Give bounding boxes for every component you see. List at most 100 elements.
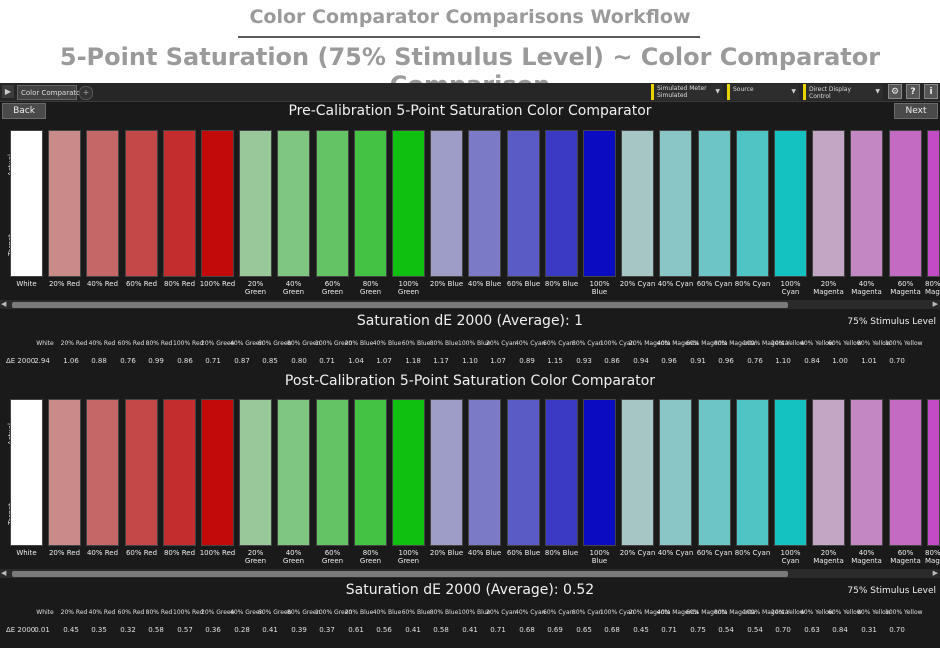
de-column-header: 80% Red (145, 609, 173, 616)
color-patch (48, 399, 81, 546)
meter-dropdown-label: Simulated Meter Simulated (657, 85, 707, 99)
de-column-header: 80% Magenta (714, 340, 756, 347)
scroll-right-icon[interactable]: ▶ (932, 569, 938, 577)
de-value: 0.71 (490, 626, 506, 634)
de-column-header: 100% Cyan (600, 609, 635, 616)
de-value: 0.96 (661, 357, 677, 365)
de-value: 0.39 (291, 626, 307, 634)
color-patch (201, 399, 234, 546)
next-button[interactable]: Next (894, 103, 938, 119)
de-column-header: 20% Cyan (486, 609, 517, 616)
de-column-header: 80% Yellow (857, 609, 891, 616)
de-value: 0.70 (889, 626, 905, 634)
de-column-header: 100% Magenta (743, 609, 789, 616)
add-tab-icon[interactable]: + (79, 86, 93, 100)
patch-label: 40% Green (282, 549, 305, 565)
color-patch (239, 130, 272, 277)
de-value: 0.84 (832, 626, 848, 634)
de-column-header: 60% Blue (401, 340, 431, 347)
settings-gear-icon[interactable]: ⚙ (888, 84, 902, 99)
chevron-down-icon: ▼ (791, 88, 796, 95)
scroll-left-icon[interactable]: ◀ (1, 569, 7, 577)
de-value: 0.86 (604, 357, 620, 365)
scroll-right-icon[interactable]: ▶ (932, 300, 938, 308)
color-patch (659, 399, 692, 546)
post-calibration-title: Post-Calibration 5-Point Saturation Colo… (284, 373, 656, 389)
patch-label: 60% Green (321, 280, 344, 296)
de-value: 0.88 (91, 357, 107, 365)
patch-label: White (16, 280, 37, 288)
de-value: 0.84 (804, 357, 820, 365)
color-patch (583, 130, 616, 277)
de-column-header: 80% Blue (429, 609, 459, 616)
patch-label: 80% Blue (544, 280, 579, 288)
pre-de-table: ΔE 2000 White 2.94 20% Red 1.06 40% Red 0.88 6… (0, 336, 940, 370)
back-button[interactable]: Back (2, 103, 46, 119)
de-value: 0.61 (348, 626, 364, 634)
de-column-header: 20% Blue (344, 340, 374, 347)
color-patch (774, 130, 807, 277)
patch-label: 60% Cyan (696, 280, 733, 288)
patch-label: 100% Blue (589, 280, 610, 296)
target-label: Target (0, 210, 15, 280)
de-value: 2.94 (34, 357, 50, 365)
de-value: 0.76 (747, 357, 763, 365)
post-horizontal-scrollbar[interactable]: ◀ ▶ (0, 569, 940, 578)
de-column-header: 40% Yellow (800, 340, 834, 347)
de-value: 0.91 (690, 357, 706, 365)
display-dropdown[interactable]: Direct Display Control ▼ (803, 84, 883, 100)
scroll-left-icon[interactable]: ◀ (1, 300, 7, 308)
de-column-header: 40% Cyan (515, 340, 546, 347)
de-column-header: White (36, 340, 54, 347)
de-value: 0.54 (718, 626, 734, 634)
de-value: 1.04 (348, 357, 364, 365)
color-patch (468, 399, 501, 546)
color-patch (125, 130, 158, 277)
de-column-header: 60% Cyan (543, 609, 574, 616)
de-value: 0.96 (718, 357, 734, 365)
pre-de-summary: Saturation dE 2000 (Average): 1 75% Stim… (0, 311, 940, 333)
color-patch (277, 399, 310, 546)
de-column-header: 60% Green (258, 340, 292, 347)
patch-label: 60% Magenta (890, 280, 921, 296)
de-column-header: White (36, 609, 54, 616)
scroll-thumb[interactable] (12, 571, 788, 577)
color-patch (392, 399, 425, 546)
meter-dropdown[interactable]: Simulated Meter Simulated ▼ (651, 84, 723, 100)
de-column-header: 20% Green (201, 609, 235, 616)
info-icon[interactable]: i (924, 84, 938, 99)
de-value: 0.68 (604, 626, 620, 634)
de-column-header: 40% Green (230, 340, 264, 347)
patch-label: 80% Cyan (734, 280, 771, 288)
post-swatch-strip: Actual Target White 20% Red 40% Red 60% Red… (0, 399, 940, 569)
color-patch (392, 130, 425, 277)
patch-label: 20% Blue (429, 549, 464, 557)
de-column-header: 20% Red (60, 609, 88, 616)
patch-label: 100% Red (199, 280, 236, 288)
color-patch (812, 130, 845, 277)
post-de-average: Saturation dE 2000 (Average): 0.52 (345, 582, 595, 598)
de-column-header: 100% Yellow (885, 340, 923, 347)
de-column-header: 80% Cyan (572, 340, 603, 347)
patch-label: 100% Cyan (780, 280, 801, 296)
scroll-thumb[interactable] (12, 302, 788, 308)
tab-color-comparator[interactable]: Color Comparator (17, 85, 83, 100)
de-column-header: 20% Magenta (629, 609, 671, 616)
de-value: 0.41 (462, 626, 478, 634)
color-patch (430, 130, 463, 277)
de-column-header: 60% Yellow (828, 340, 862, 347)
source-dropdown[interactable]: Source ▼ (727, 84, 799, 100)
actual-label: Actual (0, 130, 15, 200)
target-label: Target (0, 479, 15, 549)
pre-horizontal-scrollbar[interactable]: ◀ ▶ (0, 300, 940, 309)
color-patch (163, 399, 196, 546)
pre-calibration-title: Pre-Calibration 5-Point Saturation Color… (288, 103, 652, 119)
de-column-header: 80% Cyan (572, 609, 603, 616)
panel-toggle-icon[interactable]: ▶ (2, 85, 14, 98)
post-de-summary: Saturation dE 2000 (Average): 0.52 75% S… (0, 580, 940, 602)
de-value: 1.17 (433, 357, 449, 365)
color-patch (621, 399, 654, 546)
help-button[interactable]: ? (906, 84, 920, 99)
de-column-header: 60% Blue (401, 609, 431, 616)
de-column-header: 100% Cyan (600, 340, 635, 347)
